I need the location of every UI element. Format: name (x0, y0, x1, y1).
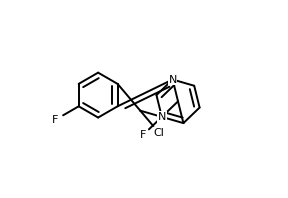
Text: Cl: Cl (154, 128, 164, 138)
Text: F: F (139, 130, 146, 140)
Text: N: N (158, 112, 166, 122)
Text: N: N (168, 74, 177, 85)
Text: F: F (52, 115, 59, 125)
